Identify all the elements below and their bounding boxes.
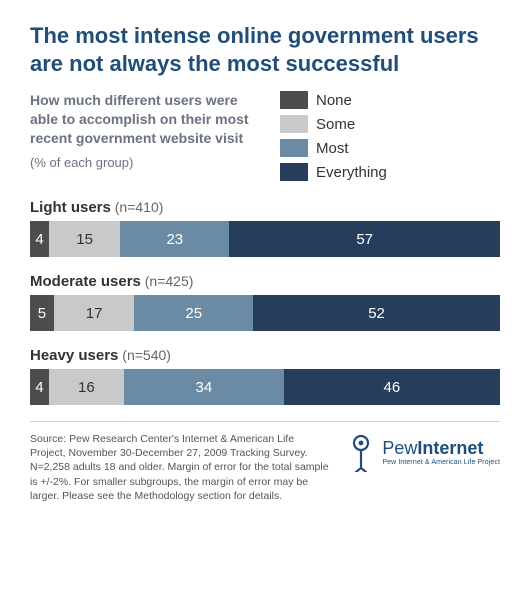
bar-segment-some: 17: [54, 295, 135, 331]
legend-swatch-everything: [280, 163, 308, 181]
legend-item-everything: Everything: [280, 163, 387, 181]
group-label: Moderate users (n=425): [30, 273, 500, 290]
legend-item-none: None: [280, 91, 387, 109]
chart-title: The most intense online government users…: [30, 22, 500, 77]
legend-item-some: Some: [280, 115, 387, 133]
pew-logo-tagline: Pew Internet & American Life Project: [382, 459, 500, 466]
group-label: Light users (n=410): [30, 199, 500, 216]
bar-segment-everything: 52: [253, 295, 500, 331]
bar-segment-none: 4: [30, 369, 49, 405]
legend-label-none: None: [316, 92, 352, 109]
bar-segment-most: 25: [134, 295, 253, 331]
legend-item-most: Most: [280, 139, 387, 157]
subtitle-note: (% of each group): [30, 154, 260, 172]
legend-label-most: Most: [316, 140, 349, 157]
legend-label-everything: Everything: [316, 164, 387, 181]
group-n: (n=425): [141, 273, 194, 289]
bar-segment-none: 4: [30, 221, 49, 257]
chart-container: The most intense online government users…: [0, 0, 530, 518]
group-label: Heavy users (n=540): [30, 347, 500, 364]
bar-segment-everything: 46: [284, 369, 500, 405]
chart-groups: Light users (n=410)4152357Moderate users…: [30, 199, 500, 405]
logo-brand1: Pew: [382, 438, 417, 458]
legend-swatch-most: [280, 139, 308, 157]
pew-logo-main: PewInternet: [382, 438, 500, 459]
bar-segment-some: 15: [49, 221, 120, 257]
group: Light users (n=410) 4152357: [30, 199, 500, 257]
source-text: Source: Pew Research Center's Internet &…: [30, 432, 332, 503]
legend: None Some Most Everything: [280, 91, 387, 181]
group: Moderate users (n=425) 5172552: [30, 273, 500, 331]
group: Heavy users (n=540) 4163446: [30, 347, 500, 405]
footer: Source: Pew Research Center's Internet &…: [30, 421, 500, 503]
subtitle-text: How much different users were able to ac…: [30, 92, 249, 146]
pew-logo: PewInternet Pew Internet & American Life…: [346, 432, 500, 472]
header-row: How much different users were able to ac…: [30, 91, 500, 181]
legend-swatch-some: [280, 115, 308, 133]
group-n: (n=540): [118, 347, 171, 363]
logo-brand2: Internet: [417, 438, 483, 458]
stacked-bar: 5172552: [30, 295, 500, 331]
group-name: Moderate users: [30, 273, 141, 290]
pew-logo-text: PewInternet Pew Internet & American Life…: [382, 438, 500, 466]
bar-segment-most: 23: [120, 221, 229, 257]
bar-segment-none: 5: [30, 295, 54, 331]
bar-segment-everything: 57: [229, 221, 500, 257]
pew-logo-icon: [346, 432, 376, 472]
stacked-bar: 4152357: [30, 221, 500, 257]
chart-subtitle: How much different users were able to ac…: [30, 91, 260, 181]
group-name: Heavy users: [30, 347, 118, 364]
legend-swatch-none: [280, 91, 308, 109]
stacked-bar: 4163446: [30, 369, 500, 405]
legend-label-some: Some: [316, 116, 355, 133]
group-n: (n=410): [111, 199, 164, 215]
bar-segment-some: 16: [49, 369, 124, 405]
group-name: Light users: [30, 199, 111, 216]
bar-segment-most: 34: [124, 369, 284, 405]
